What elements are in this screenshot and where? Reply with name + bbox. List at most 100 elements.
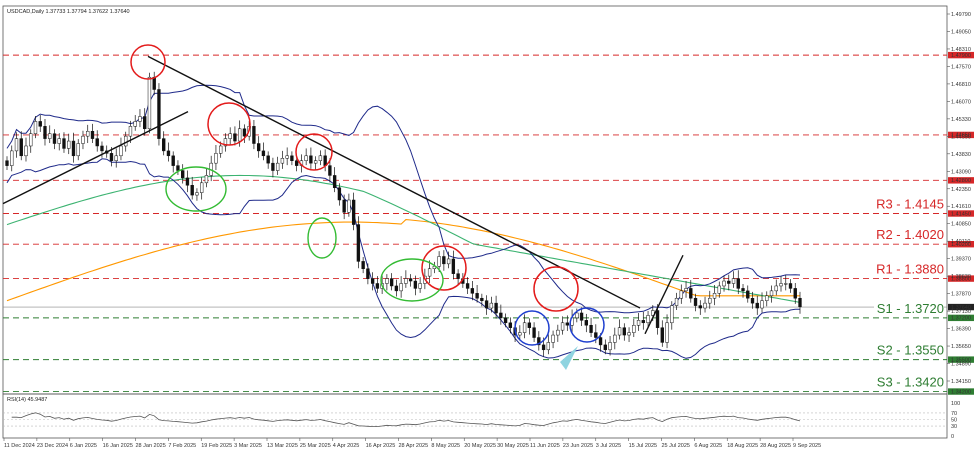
- candle: [779, 276, 783, 292]
- candle: [556, 324, 560, 342]
- x-tick-label: 9 Sep 2025: [793, 443, 821, 449]
- candle-body: [109, 153, 114, 161]
- candle: [337, 183, 342, 206]
- candle: [560, 316, 565, 335]
- candle-body: [437, 256, 441, 267]
- candle-body: [689, 288, 693, 299]
- y-tick-label: 1.42350: [951, 187, 971, 193]
- candle: [24, 137, 28, 162]
- x-tick-label: 3 Mar 2025: [234, 443, 262, 449]
- candle: [275, 156, 280, 175]
- candle: [793, 283, 797, 304]
- y-tick-label: 1.36390: [951, 327, 971, 333]
- candle: [617, 319, 622, 340]
- x-tick-label: 6 Aug 2025: [694, 443, 722, 449]
- candle-body: [651, 310, 655, 316]
- candle-body: [24, 145, 28, 157]
- candle: [38, 115, 42, 132]
- candle-body: [176, 165, 180, 171]
- candle: [214, 144, 218, 171]
- candle: [114, 148, 118, 168]
- candle-body: [579, 312, 584, 321]
- candle: [698, 300, 702, 315]
- candle: [693, 293, 698, 312]
- level-label-6: S1 - 1.3720: [877, 301, 944, 316]
- candle-body: [527, 322, 532, 328]
- candle: [185, 170, 190, 193]
- candle: [522, 314, 527, 339]
- level-label-5: R1 - 1.3880: [876, 262, 944, 277]
- candle: [408, 274, 413, 287]
- candle: [755, 295, 759, 315]
- level-tag-bg-0: [948, 51, 974, 59]
- level-tag-0: 1.47900: [951, 53, 971, 59]
- candle: [351, 192, 356, 231]
- candle-body: [508, 322, 513, 328]
- candle: [67, 133, 71, 155]
- level-tag-bg-8: [948, 388, 974, 395]
- rsi-tick-label: 100: [951, 401, 960, 407]
- candle-body: [81, 135, 85, 144]
- candle-body: [290, 155, 294, 161]
- candle-body: [114, 155, 118, 161]
- candle-body: [366, 268, 370, 279]
- candle: [342, 194, 346, 220]
- candle-body: [48, 133, 52, 139]
- candle-body: [603, 344, 607, 351]
- candle-body: [337, 187, 342, 201]
- candle-body: [332, 175, 337, 188]
- candle: [370, 272, 375, 291]
- candle: [219, 141, 223, 158]
- candle: [603, 339, 607, 355]
- candle-body: [646, 315, 650, 324]
- candle-body: [499, 312, 503, 319]
- candle-body: [124, 135, 128, 147]
- candle: [727, 274, 731, 291]
- y-tick-label: 1.37130: [951, 309, 971, 315]
- candle-body: [522, 322, 527, 333]
- candle: [765, 291, 769, 307]
- candle: [223, 133, 228, 152]
- x-tick-label: 20 May 2025: [464, 443, 496, 449]
- x-tick-label: 18 Aug 2025: [727, 443, 758, 449]
- candle-body: [404, 278, 408, 284]
- candle: [736, 270, 740, 295]
- candle: [261, 142, 266, 161]
- candle: [399, 276, 403, 298]
- candle-body: [613, 334, 617, 343]
- candle-body: [67, 140, 71, 149]
- candle: [81, 130, 85, 150]
- candle: [328, 158, 332, 183]
- candle: [394, 279, 399, 297]
- candle: [527, 318, 532, 335]
- candle: [256, 136, 261, 158]
- candle: [332, 167, 337, 193]
- candle: [451, 250, 456, 280]
- candle-body: [347, 199, 351, 213]
- candle: [19, 131, 23, 161]
- candle-body: [451, 258, 456, 274]
- candle-body: [480, 297, 484, 301]
- level-label-8: S3 - 1.3420: [877, 375, 944, 390]
- candle-body: [546, 342, 551, 351]
- candle-body: [394, 285, 399, 292]
- candle-body: [90, 130, 95, 139]
- candle: [613, 327, 617, 350]
- resistance-circle-0: [130, 44, 166, 80]
- x-tick-label: 28 Apr 2025: [399, 443, 429, 449]
- candle-body: [95, 138, 99, 147]
- resistance-circle-3: [421, 245, 467, 291]
- candle-body: [660, 327, 664, 343]
- candle: [784, 275, 788, 291]
- candle-body: [342, 199, 346, 213]
- level-label-bg-5: [874, 262, 944, 277]
- y-tick-label: 1.46070: [951, 99, 971, 105]
- level-tag-2: 1.42800: [951, 178, 971, 184]
- candle: [366, 263, 370, 285]
- level-tag-bg-4: [948, 241, 974, 248]
- candle-body: [788, 283, 793, 289]
- candle-body: [313, 160, 318, 164]
- support-circle-1: [307, 217, 337, 259]
- support-circle-0: [165, 166, 227, 212]
- candle: [788, 279, 793, 293]
